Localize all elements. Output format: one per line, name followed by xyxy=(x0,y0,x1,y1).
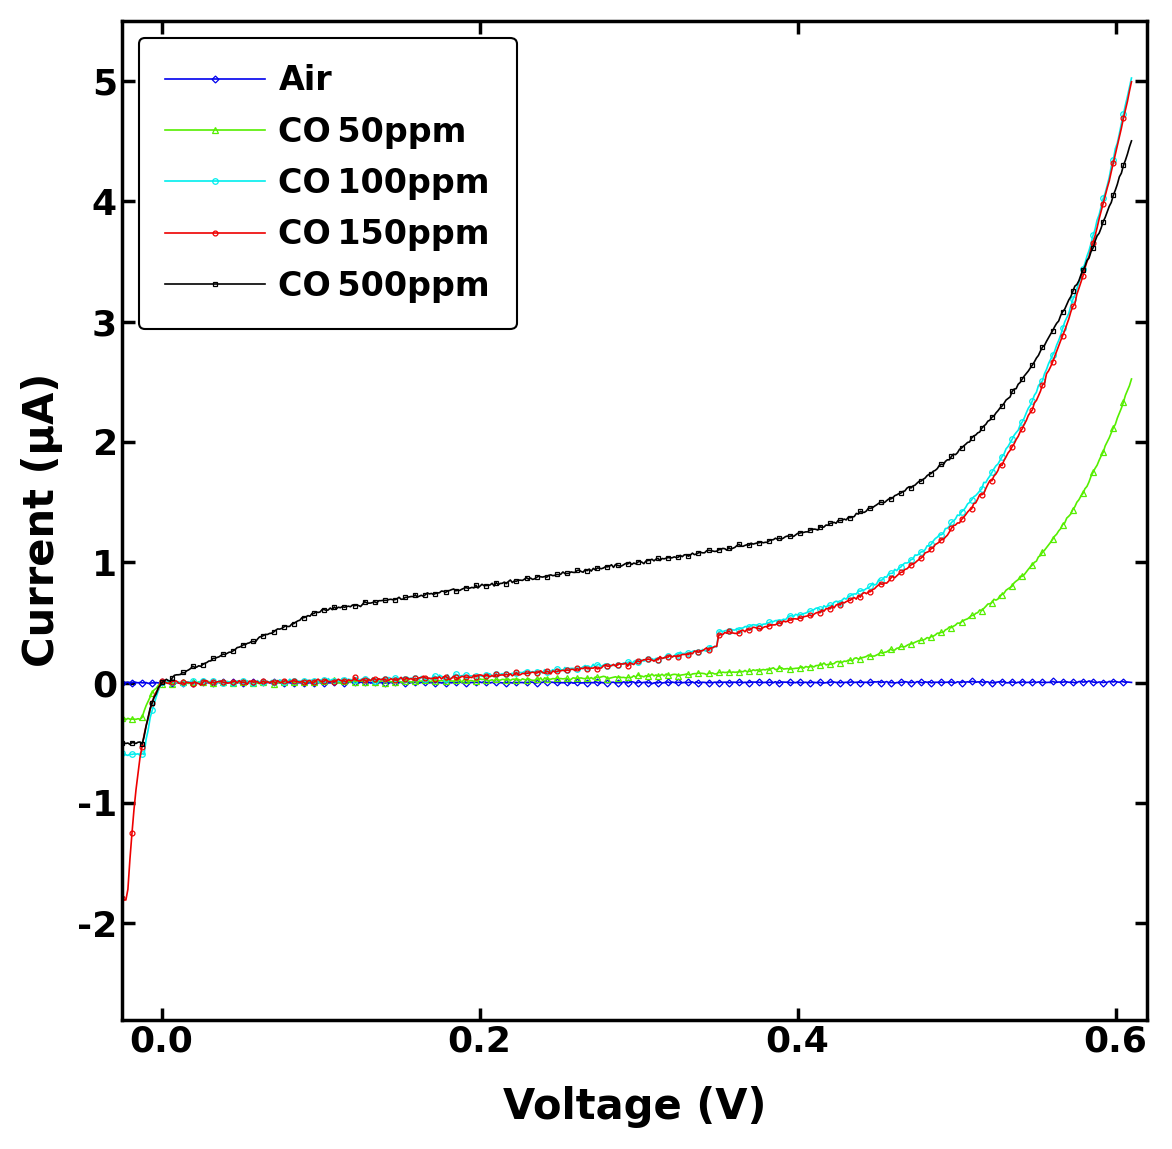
CO 50ppm xyxy=(597,670,611,684)
Line: CO 150ppm: CO 150ppm xyxy=(120,79,1134,902)
CO 100ppm xyxy=(945,516,959,530)
CO 50ppm xyxy=(717,665,731,679)
Air xyxy=(115,676,129,689)
Air xyxy=(1082,674,1096,688)
CO 100ppm xyxy=(115,747,129,761)
Legend: Air, CO 50ppm, CO 100ppm, CO 150ppm, CO 500ppm: Air, CO 50ppm, CO 100ppm, CO 150ppm, CO … xyxy=(138,38,517,329)
CO 150ppm xyxy=(602,660,616,673)
Line: Air: Air xyxy=(120,679,1134,686)
Line: CO 50ppm: CO 50ppm xyxy=(120,376,1134,723)
CO 50ppm xyxy=(115,711,129,725)
Air xyxy=(600,676,614,689)
CO 500ppm xyxy=(123,738,137,751)
CO 100ppm xyxy=(597,658,611,672)
Y-axis label: Current (μA): Current (μA) xyxy=(21,373,63,668)
CO 500ppm xyxy=(1102,200,1116,214)
CO 150ppm xyxy=(945,522,959,535)
Air xyxy=(945,676,959,689)
Air xyxy=(594,676,608,689)
CO 50ppm xyxy=(945,620,959,634)
CO 500ppm xyxy=(1124,134,1138,148)
CO 500ppm xyxy=(945,449,959,463)
Air xyxy=(663,676,677,689)
Air xyxy=(1104,674,1118,688)
X-axis label: Voltage (V): Voltage (V) xyxy=(503,1086,766,1128)
CO 50ppm xyxy=(118,712,132,726)
Air xyxy=(717,676,731,689)
Line: CO 100ppm: CO 100ppm xyxy=(120,75,1134,758)
CO 500ppm xyxy=(597,561,611,574)
CO 50ppm xyxy=(1124,372,1138,386)
CO 500ppm xyxy=(663,552,677,565)
CO 150ppm xyxy=(717,625,731,639)
CO 100ppm xyxy=(1124,71,1138,85)
CO 100ppm xyxy=(663,649,677,663)
CO 100ppm xyxy=(1102,170,1116,184)
CO 50ppm xyxy=(1102,431,1116,445)
Air xyxy=(1124,676,1138,689)
CO 100ppm xyxy=(121,748,135,762)
CO 150ppm xyxy=(1102,175,1116,188)
CO 50ppm xyxy=(663,669,677,683)
CO 150ppm xyxy=(118,893,132,907)
CO 100ppm xyxy=(602,658,616,672)
CO 150ppm xyxy=(597,658,611,672)
Air xyxy=(645,677,659,691)
CO 50ppm xyxy=(602,671,616,685)
CO 150ppm xyxy=(1124,75,1138,88)
CO 500ppm xyxy=(115,737,129,750)
Line: CO 500ppm: CO 500ppm xyxy=(120,138,1134,747)
CO 500ppm xyxy=(602,560,616,573)
CO 150ppm xyxy=(115,892,129,905)
CO 150ppm xyxy=(663,648,677,662)
CO 500ppm xyxy=(717,542,731,556)
CO 100ppm xyxy=(717,624,731,638)
